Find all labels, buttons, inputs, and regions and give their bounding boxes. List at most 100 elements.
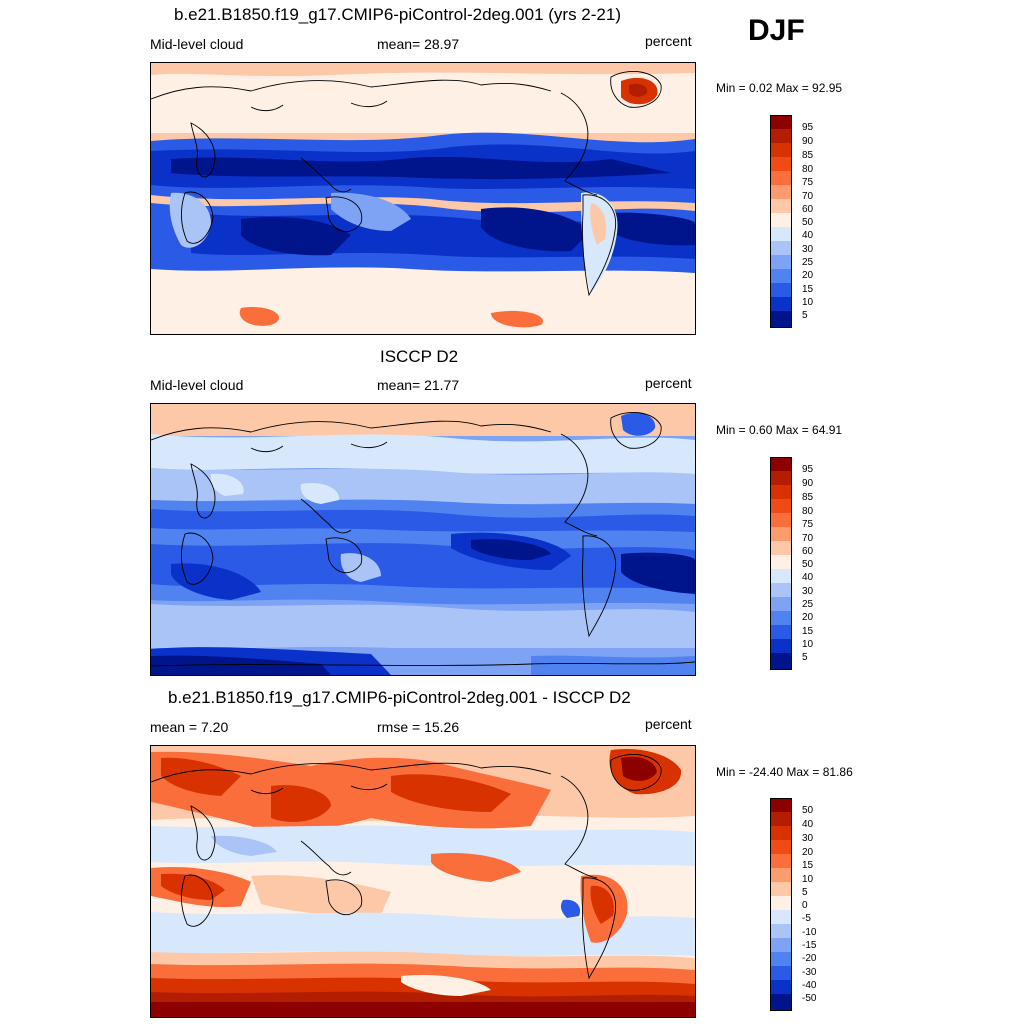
colorbar-1-swatch-2: [770, 143, 792, 157]
panel-3-rmse-label: rmse = 15.26: [377, 719, 460, 735]
colorbar-1-tick-9: 30: [802, 244, 814, 255]
panel-3-units-label: percent: [645, 716, 692, 732]
panel-2-units-label: percent: [645, 375, 692, 391]
colorbar-3-tick-12: -30: [802, 967, 817, 978]
colorbar-3-swatch-2: [770, 826, 792, 840]
panel-3-minmax: Min = -24.40 Max = 81.86: [716, 765, 853, 779]
colorbar-1-tick-6: 60: [802, 204, 814, 215]
colorbar-1-tick-8: 40: [802, 230, 814, 241]
panel-1-mean-label: mean= 28.97: [377, 36, 460, 52]
panel-1-title: b.e21.B1850.f19_g17.CMIP6-piControl-2deg…: [174, 5, 621, 24]
colorbar-2-swatch-3: [770, 499, 792, 513]
colorbar-2-swatch-11: [770, 611, 792, 625]
panel-1-minmax: Min = 0.02 Max = 92.95: [716, 81, 843, 95]
panel-1-contour-field: [151, 63, 695, 334]
colorbar-2-swatch-9: [770, 583, 792, 597]
colorbar-2-swatch-8: [770, 569, 792, 583]
panel-2-contour-field: [151, 404, 695, 675]
colorbar-2-swatch-10: [770, 597, 792, 611]
colorbar-1-tick-12: 15: [802, 284, 814, 295]
colorbar-2-tick-14: 5: [802, 652, 808, 663]
colorbar-1-tick-1: 90: [802, 136, 814, 147]
colorbar-3-tick-10: -15: [802, 940, 817, 951]
colorbar-1-swatch-9: [770, 241, 792, 255]
colorbar-1-swatch-13: [770, 297, 792, 311]
panel-3-title: b.e21.B1850.f19_g17.CMIP6-piControl-2deg…: [168, 688, 631, 707]
colorbar-3-swatch-5: [770, 868, 792, 882]
panel-2-minmax: Min = 0.60 Max = 64.91: [716, 423, 843, 437]
colorbar-2-tick-6: 60: [802, 546, 814, 557]
colorbar-2-tick-0: 95: [802, 464, 814, 475]
colorbar-1-tick-11: 20: [802, 270, 814, 281]
colorbar-3-tick-13: -40: [802, 980, 817, 991]
colorbar-2-tick-9: 30: [802, 586, 814, 597]
colorbar-2-swatch-1: [770, 471, 792, 485]
colorbar-1-tick-4: 75: [802, 177, 814, 188]
colorbar-1-tick-0: 95: [802, 122, 814, 133]
colorbar-1-swatch-14: [770, 311, 792, 328]
colorbar-3-tick-7: 0: [802, 900, 808, 911]
panel-1-map: [150, 62, 696, 335]
colorbar-3-tick-3: 20: [802, 847, 814, 858]
colorbar-1-swatch-4: [770, 171, 792, 185]
colorbar-3-swatch-8: [770, 910, 792, 924]
colorbar-2-tick-10: 25: [802, 599, 814, 610]
colorbar-3-swatch-3: [770, 840, 792, 854]
colorbar-1-tick-13: 10: [802, 297, 814, 308]
colorbar-1-swatch-11: [770, 269, 792, 283]
colorbar-2-swatch-6: [770, 541, 792, 555]
colorbar-3-tick-14: -50: [802, 993, 817, 1004]
colorbar-2-tick-13: 10: [802, 639, 814, 650]
colorbar-1-frame: [770, 115, 792, 328]
colorbar-2-swatch-12: [770, 625, 792, 639]
colorbar-1-swatch-3: [770, 157, 792, 171]
colorbar-3-swatch-10: [770, 938, 792, 952]
colorbar-3-tick-9: -10: [802, 927, 817, 938]
colorbar-1-swatch-6: [770, 199, 792, 213]
colorbar-1-swatch-0: [770, 115, 792, 129]
panel-3-contour-field: [151, 746, 695, 1017]
colorbar-2-tick-12: 15: [802, 626, 814, 637]
colorbar-2-tick-11: 20: [802, 612, 814, 623]
colorbar-1-swatch-8: [770, 227, 792, 241]
colorbar-3-swatch-1: [770, 812, 792, 826]
colorbar-3-tick-5: 10: [802, 874, 814, 885]
colorbar-3-tick-8: -5: [802, 913, 811, 924]
colorbar-2-tick-4: 75: [802, 519, 814, 530]
season-label: DJF: [748, 14, 805, 47]
colorbar-1-swatch-1: [770, 129, 792, 143]
colorbar-2-tick-2: 85: [802, 492, 814, 503]
panel-1-units-label: percent: [645, 33, 692, 49]
colorbar-3-tick-1: 40: [802, 819, 814, 830]
colorbar-2-tick-1: 90: [802, 478, 814, 489]
colorbar-3-swatch-11: [770, 952, 792, 966]
colorbar-2-swatch-14: [770, 653, 792, 670]
colorbar-2-tick-3: 80: [802, 506, 814, 517]
panel-3-map: [150, 745, 696, 1018]
colorbar-3-swatch-13: [770, 980, 792, 994]
colorbar-3-tick-6: 5: [802, 887, 808, 898]
colorbar-3-swatch-9: [770, 924, 792, 938]
colorbar-2-tick-5: 70: [802, 533, 814, 544]
panel-2-title: ISCCP D2: [380, 347, 459, 366]
colorbar-2-swatch-2: [770, 485, 792, 499]
colorbar-3-swatch-7: [770, 896, 792, 910]
colorbar-3-swatch-4: [770, 854, 792, 868]
colorbar-1-swatch-12: [770, 283, 792, 297]
colorbar-1-tick-7: 50: [802, 217, 814, 228]
colorbar-1-swatch-7: [770, 213, 792, 227]
colorbar-2-swatch-7: [770, 555, 792, 569]
colorbar-2-swatch-5: [770, 527, 792, 541]
colorbar-3-frame: [770, 798, 792, 1011]
colorbar-3-swatch-0: [770, 798, 792, 812]
colorbar-3-tick-0: 50: [802, 805, 814, 816]
colorbar-1-tick-10: 25: [802, 257, 814, 268]
colorbar-1-swatch-5: [770, 185, 792, 199]
colorbar-1-swatch-10: [770, 255, 792, 269]
colorbar-2-swatch-0: [770, 457, 792, 471]
panel-2-map: [150, 403, 696, 676]
panel-3-mean-label: mean = 7.20: [150, 719, 229, 735]
colorbar-1-tick-14: 5: [802, 310, 808, 321]
colorbar-1-tick-2: 85: [802, 150, 814, 161]
colorbar-3-tick-4: 15: [802, 860, 814, 871]
